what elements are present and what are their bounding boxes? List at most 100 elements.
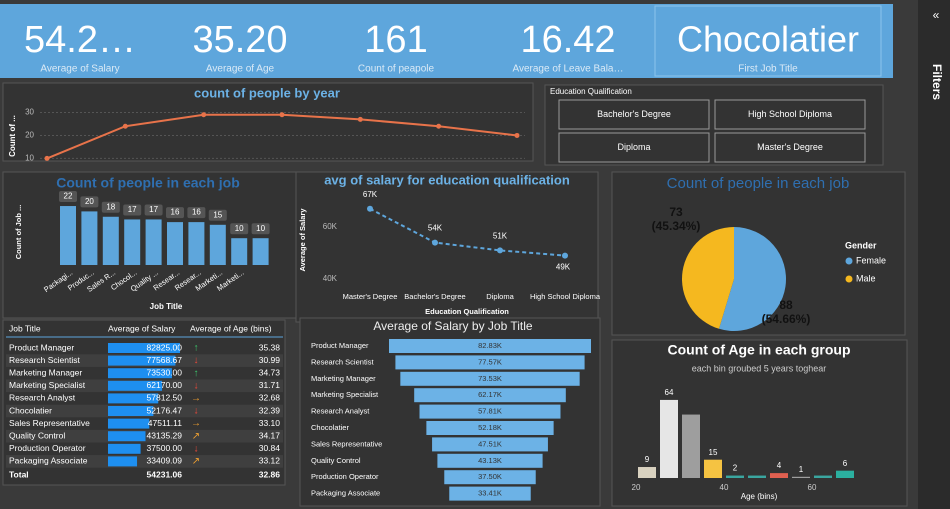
data-label: 73 xyxy=(669,205,683,219)
point xyxy=(514,132,520,138)
histogram-bar xyxy=(638,467,656,478)
data-label: 17 xyxy=(149,205,158,214)
x-axis-label: Job Title xyxy=(150,302,183,311)
y-tick-label: 10 xyxy=(25,154,34,163)
y-tick-label: 30 xyxy=(25,108,34,117)
salary-bar xyxy=(108,431,146,442)
slicer-option[interactable] xyxy=(714,99,866,130)
x-axis-label: Education Qualification xyxy=(425,307,509,316)
salary-bar xyxy=(108,456,138,467)
bar xyxy=(102,216,119,265)
salary: 52176.47 xyxy=(147,405,183,415)
slicer-option[interactable] xyxy=(558,132,710,163)
x-axis-label: Age (bins) xyxy=(741,492,778,501)
data-label: 88 xyxy=(779,298,793,312)
histogram-bar xyxy=(704,459,722,478)
trend-icon: ↑ xyxy=(194,343,199,354)
y-tick-label: 60K xyxy=(323,222,338,231)
chart-title: Count of people in each job xyxy=(56,175,240,191)
funnel-bar xyxy=(389,339,591,353)
slice xyxy=(682,227,734,329)
card-value: Chocolatier xyxy=(677,19,859,60)
x-tick-label: Bachelor's Degree xyxy=(404,292,465,301)
slicer-option-label: Diploma xyxy=(617,142,650,152)
salary: 47511.11 xyxy=(148,418,182,428)
chart-title: count of people by year xyxy=(194,85,340,100)
category-label: Product Manager xyxy=(311,341,369,350)
trend-icon: ↓ xyxy=(194,355,199,366)
slicer-option-label: Master's Degree xyxy=(757,142,823,152)
point xyxy=(44,155,50,161)
collapse-icon[interactable]: « xyxy=(933,8,940,22)
trend-icon: ↓ xyxy=(194,380,199,391)
card-label: First Job Title xyxy=(738,64,798,75)
salary-bar xyxy=(108,368,172,379)
funnel-bar xyxy=(444,470,536,485)
data-label: 6 xyxy=(843,459,848,468)
age: 33.10 xyxy=(259,418,281,428)
legend-swatch xyxy=(845,257,853,265)
x-tick-label: Diploma xyxy=(486,292,514,301)
data-label: 52.18K xyxy=(478,423,502,432)
data-label: 1 xyxy=(799,465,804,474)
x-tick-label: 40 xyxy=(720,483,729,492)
salary-bar xyxy=(108,393,159,404)
category-label: Production Operator xyxy=(311,472,379,481)
data-label: 22 xyxy=(64,192,73,201)
job-title: Product Manager xyxy=(9,342,74,352)
percent-label: (45.34%) xyxy=(652,219,701,233)
label-box xyxy=(166,207,184,219)
category-label: Quality Control xyxy=(311,456,361,465)
histogram-bar xyxy=(770,473,788,478)
funnel-bar xyxy=(449,486,531,501)
data-label: 73.53K xyxy=(478,374,502,383)
card-value: 54.2… xyxy=(24,19,136,61)
point xyxy=(279,112,285,118)
trend-icon: ↓ xyxy=(194,406,199,417)
x-tick-label: Master's Degree xyxy=(343,292,398,301)
slice xyxy=(718,227,787,331)
salary-bar xyxy=(108,355,176,366)
slicer-option-label: Bachelor's Degree xyxy=(597,109,671,119)
data-label: 9 xyxy=(645,455,650,464)
card-label: Average of Age xyxy=(206,64,275,75)
funnel-bar xyxy=(437,453,543,468)
card-label: Average of Leave Bala… xyxy=(512,64,623,75)
card-band xyxy=(0,4,893,78)
data-label: 2 xyxy=(733,464,738,473)
filters-title[interactable]: Filters xyxy=(930,64,944,100)
slicer-option[interactable] xyxy=(558,99,710,130)
age: 33.12 xyxy=(259,456,281,466)
histogram-bar xyxy=(748,475,766,478)
filter-pane[interactable] xyxy=(918,0,950,509)
salary: 62170.00 xyxy=(147,380,183,390)
category-label: Packaging Associate xyxy=(311,489,380,498)
card-label: Count of peapole xyxy=(358,64,435,75)
category-label: Marketing Specialist xyxy=(311,390,379,399)
salary: 43135.29 xyxy=(147,430,183,440)
job-title: Production Operator xyxy=(9,443,86,453)
label-box xyxy=(187,207,206,219)
x-tick-label: High School Diploma xyxy=(530,292,601,301)
age: 31.71 xyxy=(259,380,281,390)
age: 30.99 xyxy=(259,355,281,365)
category-label: Marketing Manager xyxy=(311,374,376,383)
data-label: 54K xyxy=(428,224,443,233)
job-title: Chocolatier xyxy=(9,405,52,415)
salary: 77568.67 xyxy=(147,355,183,365)
slicer-option[interactable] xyxy=(714,132,866,163)
data-label: 49K xyxy=(556,263,571,272)
data-label: 43.13K xyxy=(478,456,502,465)
category-label: Research Analyst xyxy=(311,407,370,416)
card-value: 16.42 xyxy=(520,19,615,61)
salary-bar xyxy=(108,406,154,416)
bar xyxy=(188,222,205,265)
bar xyxy=(145,219,162,265)
slicer-option-label: High School Diploma xyxy=(748,109,832,119)
row-band xyxy=(6,455,283,468)
line xyxy=(369,207,566,257)
job-title: Marketing Specialist xyxy=(9,380,86,390)
point xyxy=(367,205,373,212)
data-label: 33.41K xyxy=(478,489,502,498)
bar xyxy=(252,238,269,265)
